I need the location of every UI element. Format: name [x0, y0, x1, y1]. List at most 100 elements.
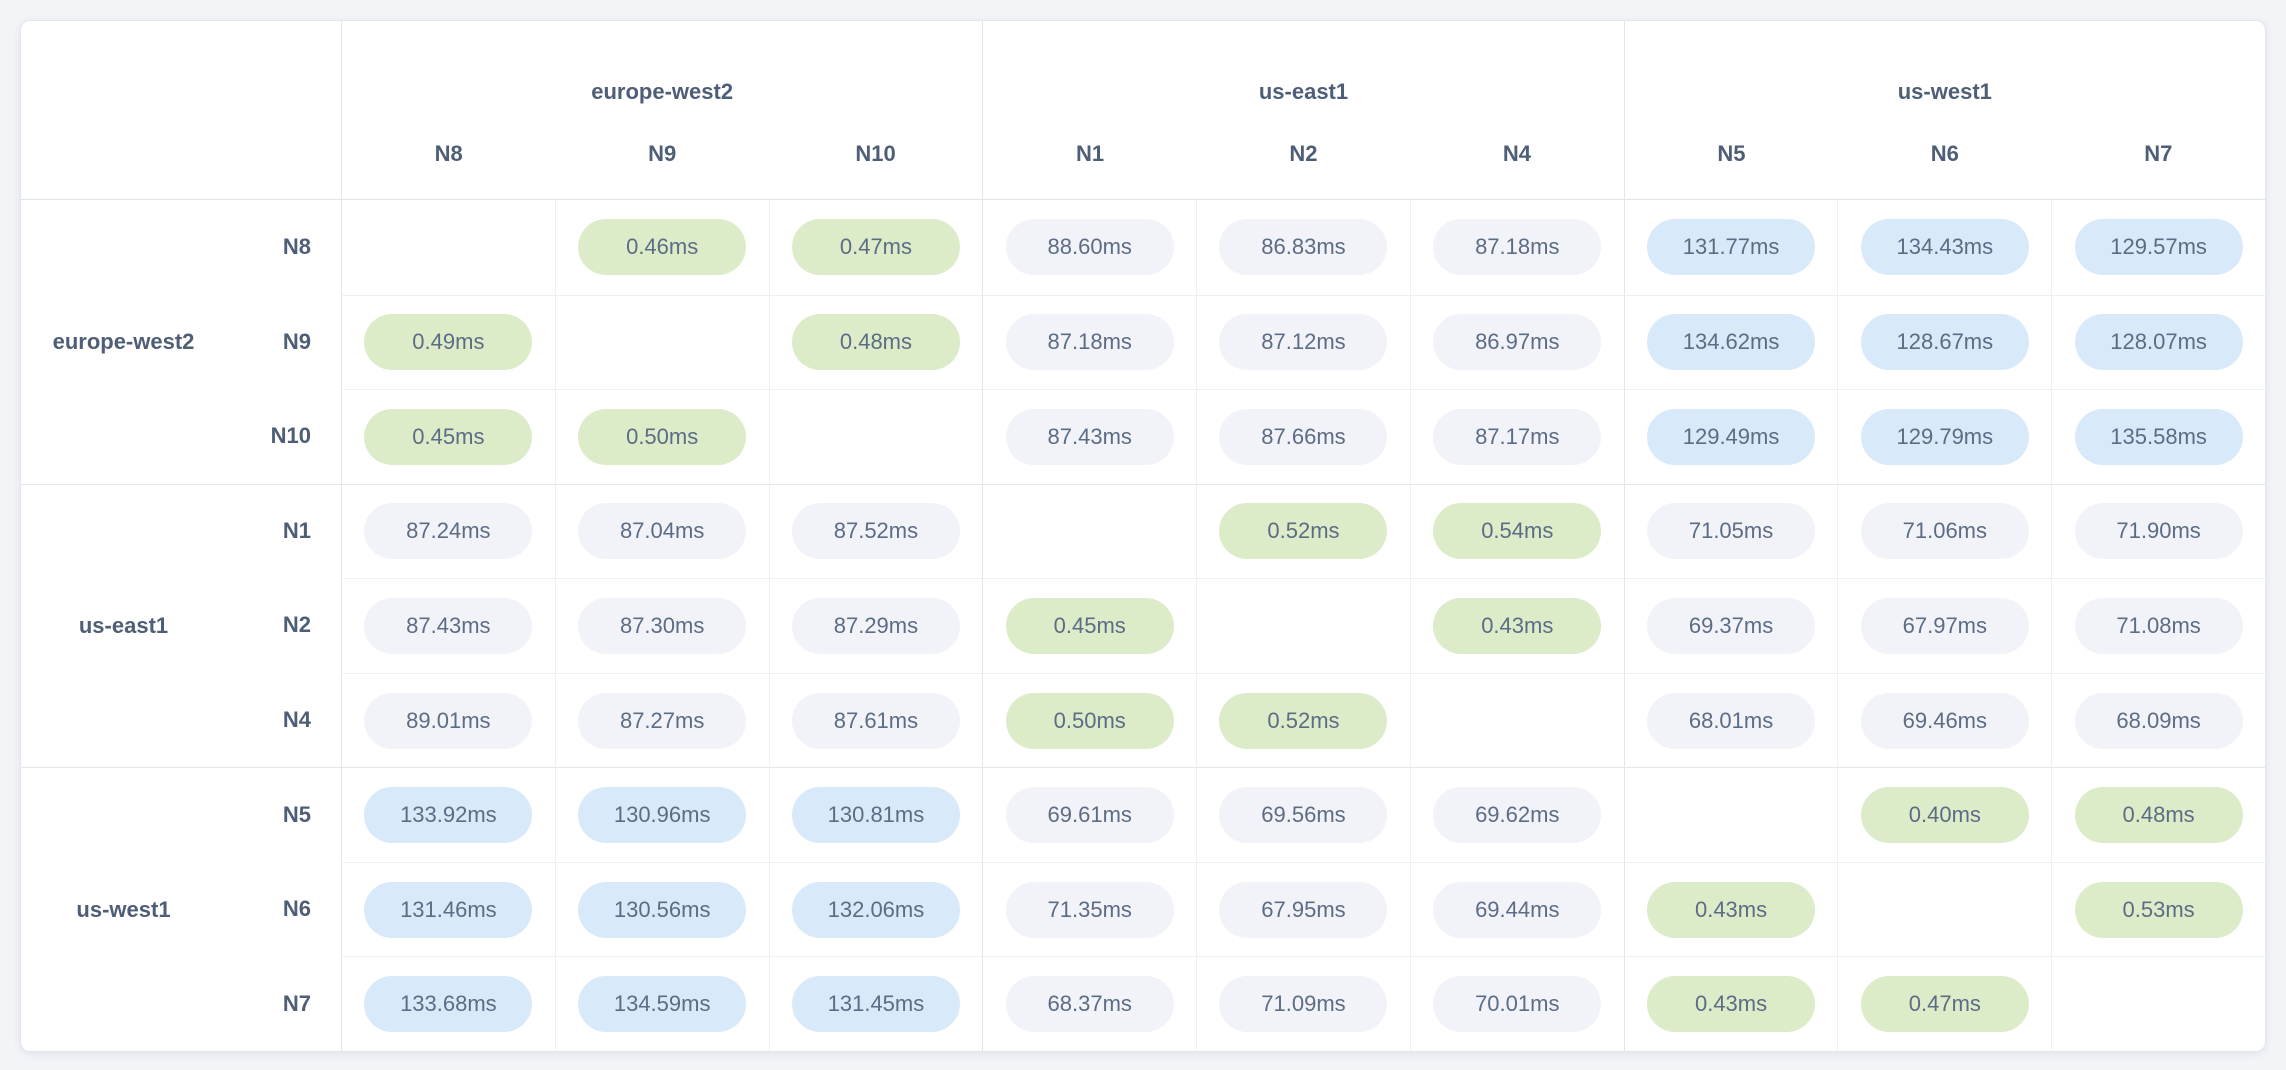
latency-value-pill: 69.44ms	[1433, 881, 1602, 938]
latency-cell: 69.61ms	[982, 767, 1197, 862]
latency-value-pill: 87.18ms	[1005, 314, 1174, 371]
latency-value-pill: 130.81ms	[791, 787, 960, 844]
column-node-label: N8	[434, 141, 463, 166]
latency-value-pill: 87.52ms	[791, 503, 960, 560]
column-node-labels: N8 N9 N10	[342, 141, 982, 167]
latency-cell: 87.52ms	[768, 483, 983, 579]
latency-value-pill: 130.96ms	[578, 787, 747, 844]
latency-value-pill: 0.53ms	[2074, 881, 2243, 938]
column-group-region-label: europe-west2	[591, 79, 734, 104]
row-node-label: N1	[226, 483, 341, 579]
column-node-labels: N1 N2 N4	[983, 141, 1623, 167]
row-node-label: N9	[282, 328, 311, 354]
latency-value-pill: 0.50ms	[578, 408, 747, 465]
latency-cell: 130.96ms	[554, 767, 769, 862]
latency-cell: 87.66ms	[1196, 389, 1410, 484]
latency-value-pill: 86.97ms	[1433, 314, 1602, 371]
latency-value-pill: 87.30ms	[578, 597, 747, 654]
column-node-label: N4	[1502, 141, 1531, 166]
latency-value-pill: 69.62ms	[1433, 787, 1602, 844]
latency-value-pill: 88.60ms	[1005, 219, 1174, 276]
latency-cell: 69.44ms	[1409, 861, 1624, 957]
latency-cell: 71.09ms	[1196, 956, 1410, 1051]
latency-cell: 0.40ms	[1837, 767, 2052, 862]
latency-value-pill: 130.56ms	[578, 881, 747, 938]
latency-value-pill: 0.48ms	[791, 314, 960, 371]
row-node-label: N10	[270, 423, 311, 449]
latency-cell: 71.35ms	[982, 861, 1197, 957]
column-node-label: N7	[2144, 141, 2173, 166]
latency-value-pill: 128.67ms	[1860, 314, 2029, 371]
latency-cell: 0.43ms	[1623, 861, 1838, 957]
latency-value-pill: 71.08ms	[2074, 597, 2243, 654]
latency-value-pill: 87.04ms	[578, 503, 747, 560]
latency-value-pill: 87.66ms	[1219, 408, 1388, 465]
matrix-corner-cell	[21, 21, 341, 200]
latency-value-pill: 87.61ms	[791, 692, 960, 749]
column-group-region-label: us-west1	[1897, 79, 1992, 104]
latency-cell: 71.06ms	[1837, 483, 2052, 579]
latency-cell: 128.07ms	[2051, 294, 2265, 390]
latency-value-pill: 86.83ms	[1219, 219, 1388, 276]
latency-cell: 87.18ms	[1409, 200, 1624, 295]
column-node-label: N9	[648, 141, 677, 166]
latency-cell: 0.48ms	[2051, 767, 2265, 862]
latency-cell: 131.46ms	[341, 861, 555, 957]
latency-cell	[341, 200, 555, 295]
latency-value-pill: 68.37ms	[1005, 976, 1174, 1033]
latency-cell: 134.43ms	[1837, 200, 2051, 295]
column-group-header: europe-west2 N8 N9 N10	[341, 21, 983, 200]
latency-cell: 135.58ms	[2051, 389, 2265, 484]
latency-cell: 87.04ms	[554, 483, 769, 579]
latency-value-pill: 133.92ms	[364, 787, 533, 844]
latency-cell: 70.01ms	[1409, 956, 1624, 1051]
column-node-label: N10	[855, 141, 896, 166]
row-node-label: N8	[282, 234, 311, 260]
latency-cell	[982, 483, 1197, 579]
latency-cell: 87.27ms	[554, 672, 769, 768]
latency-cell	[1837, 861, 2052, 957]
latency-value-pill: 129.79ms	[1860, 408, 2029, 465]
latency-cell: 133.68ms	[341, 956, 555, 1051]
latency-value-pill: 0.45ms	[364, 408, 533, 465]
latency-value-pill: 87.12ms	[1219, 314, 1388, 371]
latency-value-pill: 87.17ms	[1433, 408, 1602, 465]
latency-cell: 87.24ms	[341, 483, 555, 579]
latency-cell: 0.43ms	[1409, 578, 1624, 673]
latency-value-pill: 133.68ms	[364, 976, 533, 1033]
column-node-label: N2	[1289, 141, 1318, 166]
latency-cell: 0.53ms	[2051, 861, 2265, 957]
latency-value-pill: 0.54ms	[1433, 503, 1602, 560]
latency-value-pill: 67.97ms	[1860, 597, 2029, 654]
row-node-label: N7	[282, 990, 311, 1016]
latency-cell	[554, 294, 769, 390]
row-node-label: N2	[282, 612, 311, 638]
latency-value-pill: 69.56ms	[1219, 787, 1388, 844]
latency-value-pill: 87.24ms	[364, 503, 533, 560]
latency-cell: 0.43ms	[1623, 956, 1838, 1051]
latency-value-pill: 68.01ms	[1647, 692, 1816, 749]
column-group-region-label: us-east1	[1258, 79, 1349, 104]
latency-cell: 130.56ms	[554, 861, 769, 957]
latency-cell: 68.01ms	[1623, 672, 1838, 768]
latency-cell: 67.95ms	[1196, 861, 1410, 957]
row-node-label: N5	[226, 767, 341, 862]
latency-value-pill: 69.37ms	[1647, 597, 1816, 654]
latency-value-pill: 0.40ms	[1860, 787, 2029, 844]
latency-value-pill: 0.52ms	[1219, 503, 1388, 560]
latency-value-pill: 87.43ms	[364, 597, 533, 654]
latency-value-pill: 0.46ms	[578, 219, 747, 276]
row-region-label: us-east1	[21, 483, 226, 768]
latency-value-pill: 87.18ms	[1433, 219, 1602, 276]
latency-cell	[2051, 956, 2265, 1051]
latency-value-pill: 134.59ms	[578, 976, 747, 1033]
row-node-label: N4	[282, 707, 311, 733]
latency-value-pill: 132.06ms	[791, 881, 960, 938]
latency-cell: 69.56ms	[1196, 767, 1410, 862]
latency-cell: 87.61ms	[768, 672, 983, 768]
latency-cell: 87.17ms	[1409, 389, 1624, 484]
latency-value-pill: 71.90ms	[2074, 503, 2243, 560]
latency-cell: 87.43ms	[982, 389, 1197, 484]
latency-value-pill: 67.95ms	[1219, 881, 1388, 938]
latency-cell: 89.01ms	[341, 672, 555, 768]
